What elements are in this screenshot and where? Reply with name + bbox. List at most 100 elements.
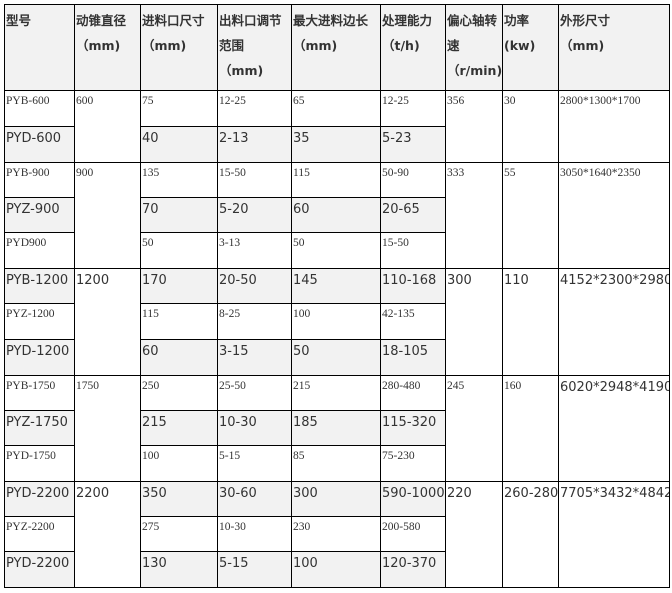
cell-capacity: 18-105 — [380, 339, 446, 376]
header-max-feed-size: 最大进料边长 （mm) — [291, 4, 381, 91]
table-row: PYD-600 40 2-13 35 5-23 — [4, 126, 670, 163]
cell-feed-opening: 350 — [140, 481, 218, 517]
cell-power: 160 — [502, 375, 559, 482]
cell-max-feed-size: 60 — [291, 197, 381, 233]
cell-feed-opening: 130 — [140, 551, 218, 588]
cell-dimensions: 3050*1640*2350 — [558, 162, 670, 269]
header-discharge-range: 出料口调节范围 （mm) — [217, 4, 292, 91]
cell-model: PYD900 — [4, 232, 75, 269]
cell-eccentric-speed: 356 — [445, 90, 503, 163]
cell-discharge-range: 30-60 — [217, 481, 292, 517]
cell-model: PYD-1200 — [4, 339, 75, 376]
cell-discharge-range: 3-15 — [217, 339, 292, 376]
cell-feed-opening: 100 — [140, 445, 218, 482]
cell-feed-opening: 50 — [140, 232, 218, 269]
table-row: PYD-2200 2200 350 30-60 300 590-1000 220 260-28… — [4, 481, 670, 588]
cell-max-feed-size: 100 — [291, 551, 381, 588]
cell-eccentric-speed: 333 — [445, 162, 503, 269]
cell-cone-diameter: 600 — [74, 90, 141, 163]
cell-capacity: 12-25 — [380, 90, 446, 127]
cell-max-feed-size: 65 — [291, 90, 381, 127]
cell-capacity: 280-480 — [380, 375, 446, 411]
cell-model: PYB-600 — [4, 90, 75, 127]
table-row: PYB-1200 1200 170 20-50 145 110-168 300 110 4152… — [4, 268, 670, 376]
table-row: PYZ-2200 275 10-30 230 200-580 — [4, 516, 670, 552]
cell-cone-diameter: 1750 — [74, 375, 141, 482]
cell-max-feed-size: 50 — [291, 339, 381, 376]
table-row: PYZ-900 70 5-20 60 20-65 — [4, 197, 670, 233]
cell-dimensions: 6020*2948*4190 — [558, 375, 670, 482]
cell-feed-opening: 75 — [140, 90, 218, 127]
cell-feed-opening: 60 — [140, 339, 218, 376]
cell-eccentric-speed: 245 — [445, 375, 503, 482]
cell-feed-opening: 215 — [140, 410, 218, 446]
cell-capacity: 50-90 — [380, 162, 446, 198]
cell-capacity: 590-1000 — [380, 481, 446, 517]
header-model: 型号 — [4, 4, 75, 91]
cell-max-feed-size: 215 — [291, 375, 381, 411]
cell-feed-opening: 70 — [140, 197, 218, 233]
table-row: PYD-1750 100 5-15 85 75-230 — [4, 445, 670, 482]
cell-capacity: 5-23 — [380, 126, 446, 163]
cell-discharge-range: 15-50 — [217, 162, 292, 198]
cell-power: 55 — [502, 162, 559, 269]
table-row: PYZ-1200 115 8-25 100 42-135 — [4, 303, 670, 340]
cell-model: PYZ-1750 — [4, 410, 75, 446]
cell-cone-diameter: 1200 — [74, 268, 141, 376]
cell-max-feed-size: 300 — [291, 481, 381, 517]
cell-discharge-range: 3-13 — [217, 232, 292, 269]
table-row: PYB-600 600 75 12-25 65 12-25 356 30 2800*1300*1… — [4, 90, 670, 163]
table-row: PYD-1200 60 3-15 50 18-105 — [4, 339, 670, 376]
cell-max-feed-size: 50 — [291, 232, 381, 269]
cell-model: PYB-1750 — [4, 375, 75, 411]
cell-max-feed-size: 185 — [291, 410, 381, 446]
header-cone-diameter: 动锥直径 （mm) — [74, 4, 141, 91]
cell-discharge-range: 20-50 — [217, 268, 292, 304]
cell-capacity: 200-580 — [380, 516, 446, 552]
cell-power: 260-280 — [502, 481, 559, 588]
cell-capacity: 110-168 — [380, 268, 446, 304]
cell-max-feed-size: 85 — [291, 445, 381, 482]
header-row: 型号 动锥直径 （mm) 进料口尺寸 （mm) 出料口调节范围 （mm) 最大进料边长 （mm)… — [4, 4, 670, 91]
cell-model: PYZ-900 — [4, 197, 75, 233]
cell-capacity: 120-370 — [380, 551, 446, 588]
cell-feed-opening: 170 — [140, 268, 218, 304]
cell-dimensions: 4152*2300*2980 — [558, 268, 670, 376]
cell-model: PYB-1200 — [4, 268, 75, 304]
cell-model: PYD-2200 — [4, 481, 75, 517]
cell-feed-opening: 250 — [140, 375, 218, 411]
cell-cone-diameter: 2200 — [74, 481, 141, 588]
cell-dimensions: 7705*3432*4842 — [558, 481, 670, 588]
cell-model: PYB-900 — [4, 162, 75, 198]
cell-power: 30 — [502, 90, 559, 163]
cell-discharge-range: 25-50 — [217, 375, 292, 411]
cell-discharge-range: 12-25 — [217, 90, 292, 127]
cell-max-feed-size: 145 — [291, 268, 381, 304]
cell-max-feed-size: 35 — [291, 126, 381, 163]
cell-discharge-range: 5-15 — [217, 551, 292, 588]
header-capacity: 处理能力 （t/h) — [380, 4, 446, 91]
cell-discharge-range: 5-20 — [217, 197, 292, 233]
cell-model: PYZ-1200 — [4, 303, 75, 340]
cell-discharge-range: 10-30 — [217, 516, 292, 552]
cell-capacity: 42-135 — [380, 303, 446, 340]
spec-table: 型号 动锥直径 （mm) 进料口尺寸 （mm) 出料口调节范围 （mm) 最大进料边长 （mm)… — [4, 4, 670, 588]
header-eccentric-speed: 偏心轴转速 （r/min) — [445, 4, 503, 91]
table-row: PYB-900 900 135 15-50 115 50-90 333 55 3050*1640… — [4, 162, 670, 269]
cell-dimensions: 2800*1300*1700 — [558, 90, 670, 163]
header-feed-opening: 进料口尺寸 （mm) — [140, 4, 218, 91]
header-dimensions: 外形尺寸 （mm) — [558, 4, 670, 91]
cell-eccentric-speed: 220 — [445, 481, 503, 588]
cell-capacity: 20-65 — [380, 197, 446, 233]
cell-cone-diameter: 900 — [74, 162, 141, 269]
cell-model: PYD-2200 — [4, 551, 75, 588]
cell-model: PYD-600 — [4, 126, 75, 163]
cell-eccentric-speed: 300 — [445, 268, 503, 376]
cell-capacity: 15-50 — [380, 232, 446, 269]
table-row: PYB-1750 1750 250 25-50 215 280-480 245 160 6020… — [4, 375, 670, 482]
cell-feed-opening: 135 — [140, 162, 218, 198]
cell-max-feed-size: 115 — [291, 162, 381, 198]
cell-capacity: 115-320 — [380, 410, 446, 446]
cell-feed-opening: 275 — [140, 516, 218, 552]
header-power: 功率 (kw) — [502, 4, 559, 91]
